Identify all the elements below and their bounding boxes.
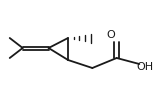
Text: O: O (107, 30, 115, 40)
Text: OH: OH (136, 62, 154, 72)
